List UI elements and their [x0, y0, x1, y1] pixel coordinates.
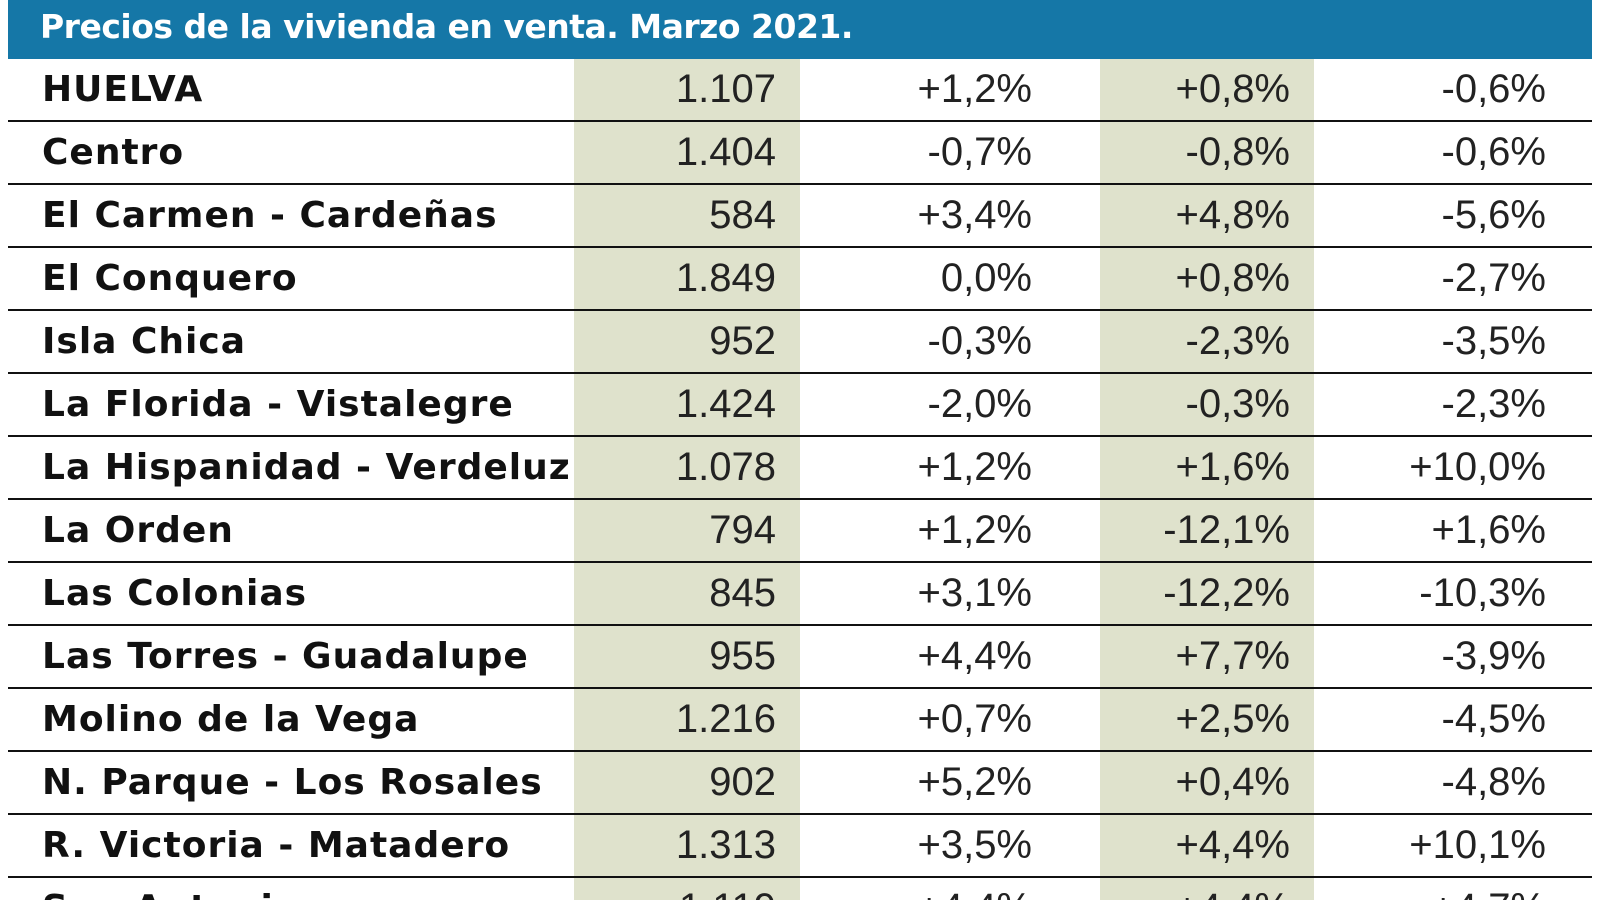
table-row: San Antonio1.119+4,4%+4,4%+4,7% — [8, 878, 1592, 900]
table-row: Las Colonias 845 +3,1% -12,2% -10,3% — [8, 563, 1592, 626]
zone-name: N. Parque - Los Rosales — [42, 762, 543, 803]
price: 902 — [574, 752, 800, 813]
zone-name: HUELVA — [42, 69, 204, 110]
table-row: La Hispanidad - Verdeluz 1.078 +1,2% +1,6% +… — [8, 437, 1592, 500]
monthly-change: -0,3% — [927, 319, 1033, 363]
annual-change: -2,7% — [1441, 256, 1547, 300]
table-row: Isla Chica 952 -0,3% -2,3% -3,5% — [8, 311, 1592, 374]
annual-change: -4,8% — [1441, 760, 1547, 804]
table-row: El Conquero 1.849 0,0% +0,8% -2,7% — [8, 248, 1592, 311]
price: 1.107 — [574, 59, 800, 120]
annual-change: -4,5% — [1441, 697, 1547, 741]
zone-name: La Orden — [42, 510, 234, 551]
table-row: Centro 1.404 -0,7% -0,8% -0,6% — [8, 122, 1592, 185]
monthly-change: 0,0% — [940, 256, 1032, 300]
table-row: HUELVA 1.107 +1,2% +0,8% -0,6% — [8, 59, 1592, 122]
annual-change: -10,3% — [1419, 571, 1546, 615]
zone-name: San Antonio — [8, 878, 574, 900]
quarterly-change: +7,7% — [1100, 626, 1314, 687]
annual-change: -5,6% — [1441, 193, 1547, 237]
price: 584 — [574, 185, 800, 246]
table-row: Las Torres - Guadalupe 955 +4,4% +7,7% -3,9% — [8, 626, 1592, 689]
zone-name: Las Torres - Guadalupe — [42, 636, 529, 677]
monthly-change: +3,4% — [917, 193, 1032, 237]
quarterly-change: +0,8% — [1100, 248, 1314, 309]
monthly-change: +1,2% — [917, 67, 1032, 111]
quarterly-change: -12,1% — [1100, 500, 1314, 561]
quarterly-change: -2,3% — [1100, 311, 1314, 372]
price: 1.404 — [574, 122, 800, 183]
table-row: El Carmen - Cardeñas 584 +3,4% +4,8% -5,6% — [8, 185, 1592, 248]
annual-change: -2,3% — [1441, 382, 1547, 426]
monthly-change: +3,5% — [917, 823, 1032, 867]
quarterly-change: +4,4% — [1100, 815, 1314, 876]
zone-name: Las Colonias — [42, 573, 308, 614]
price: 1.216 — [574, 689, 800, 750]
price: 952 — [574, 311, 800, 372]
monthly-change: +1,2% — [917, 508, 1032, 552]
table-row: La Orden 794 +1,2% -12,1% +1,6% — [8, 500, 1592, 563]
monthly-change: -0,7% — [927, 130, 1033, 174]
annual-change: +10,0% — [1409, 445, 1546, 489]
zone-name: El Conquero — [42, 258, 298, 299]
annual-change: -0,6% — [1441, 67, 1547, 111]
price: 845 — [574, 563, 800, 624]
annual-change: -3,9% — [1441, 634, 1547, 678]
table-row: La Florida - Vistalegre 1.424 -2,0% -0,3% -2… — [8, 374, 1592, 437]
quarterly-change: -0,8% — [1100, 122, 1314, 183]
price: 1.849 — [574, 248, 800, 309]
zone-name: Isla Chica — [42, 321, 247, 362]
quarterly-change: +2,5% — [1100, 689, 1314, 750]
annual-change: +1,6% — [1431, 508, 1546, 552]
monthly-change: +4,4% — [917, 634, 1032, 678]
quarterly-change: +0,4% — [1100, 752, 1314, 813]
table-row: Molino de la Vega 1.216 +0,7% +2,5% -4,5% — [8, 689, 1592, 752]
table-body: HUELVA 1.107 +1,2% +0,8% -0,6% Centro 1.404 -0,… — [8, 59, 1592, 900]
monthly-change: +3,1% — [917, 571, 1032, 615]
price: 1.078 — [574, 437, 800, 498]
annual-change: -3,5% — [1441, 319, 1547, 363]
table-row: R. Victoria - Matadero 1.313 +3,5% +4,4% +10… — [8, 815, 1592, 878]
monthly-change: +4,4% — [800, 878, 1100, 900]
table-row: N. Parque - Los Rosales 902 +5,2% +0,4% -4,8… — [8, 752, 1592, 815]
zone-name: El Carmen - Cardeñas — [42, 195, 498, 236]
monthly-change: +0,7% — [917, 697, 1032, 741]
monthly-change: +1,2% — [917, 445, 1032, 489]
price: 955 — [574, 626, 800, 687]
quarterly-change: +1,6% — [1100, 437, 1314, 498]
annual-change: -0,6% — [1441, 130, 1547, 174]
zone-name: R. Victoria - Matadero — [42, 825, 511, 866]
price: 1.313 — [574, 815, 800, 876]
quarterly-change: +0,8% — [1100, 59, 1314, 120]
quarterly-change: -0,3% — [1100, 374, 1314, 435]
zone-name: La Florida - Vistalegre — [42, 384, 514, 425]
monthly-change: -2,0% — [927, 382, 1033, 426]
quarterly-change: -12,2% — [1100, 563, 1314, 624]
price: 1.119 — [574, 878, 800, 900]
annual-change: +10,1% — [1409, 823, 1546, 867]
price: 794 — [574, 500, 800, 561]
quarterly-change: +4,4% — [1100, 878, 1314, 900]
zone-name: La Hispanidad - Verdeluz — [42, 447, 571, 488]
table-title: Precios de la vivienda en venta. Marzo 2… — [8, 0, 1592, 59]
monthly-change: +5,2% — [917, 760, 1032, 804]
price: 1.424 — [574, 374, 800, 435]
quarterly-change: +4,8% — [1100, 185, 1314, 246]
zone-name: Centro — [42, 132, 185, 173]
annual-change: +4,7% — [1314, 878, 1592, 900]
zone-name: Molino de la Vega — [42, 699, 420, 740]
